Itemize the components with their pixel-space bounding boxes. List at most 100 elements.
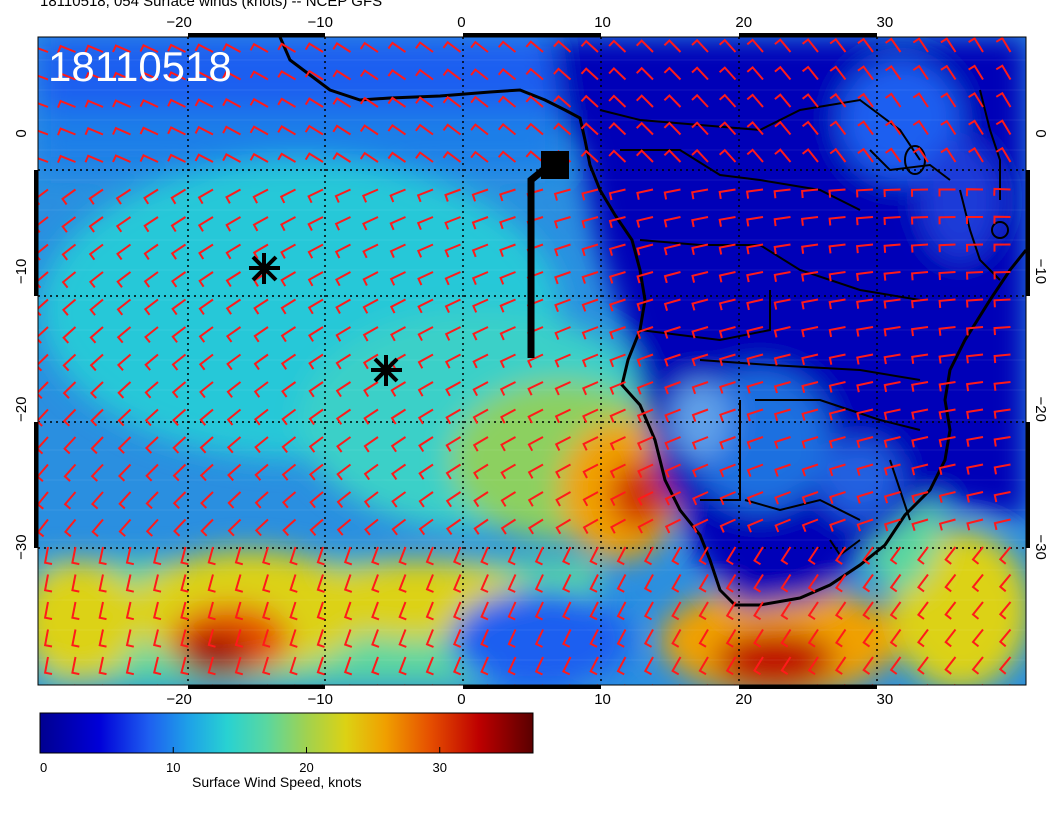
wind-barb [800,216,819,226]
wind-barb [691,188,709,200]
wind-barb [416,188,434,203]
wind-barb [472,326,489,341]
wind-barb [801,188,819,199]
wind-barb [234,574,244,593]
wind-barb [774,518,791,533]
wind-barb [253,353,269,371]
wind-barb [254,518,269,537]
wind-barb [280,353,297,370]
wind-barb [226,436,242,454]
wind-barb [391,463,407,480]
wind-barb [938,518,956,531]
wind-barb [911,491,929,504]
wind-barb [61,298,77,316]
wind-barb [527,463,544,479]
wind-barb [281,381,297,398]
wind-barb [281,436,297,454]
wind-barb [361,188,379,203]
wind-barb [442,68,462,81]
wind-barb [452,629,462,648]
wind-barb [883,381,901,393]
wind-barb [636,243,654,256]
wind-barb [691,326,709,339]
wind-barb [139,98,159,108]
wind-barb [431,684,434,685]
wind-barb [829,65,847,81]
wind-barb [885,65,902,81]
wind-barb [527,381,544,396]
wind-barb [554,436,571,451]
wind-barb [691,436,709,450]
wind-barb [362,298,379,314]
wind-barb [332,69,352,81]
wind-barb [691,121,709,136]
wind-barb [609,491,626,507]
wind-barb [883,463,901,476]
wind-barb [589,574,599,593]
wind-barb [706,683,709,685]
wind-barb [309,518,324,536]
wind-barb [38,381,49,400]
wind-barb [363,463,379,481]
wind-barb [553,216,571,229]
lon-tick-label: −10 [308,691,333,708]
wind-barb [691,381,709,395]
wind-barb [635,121,654,136]
wind-barb [507,546,517,566]
wind-barb [371,546,380,566]
wind-barb [118,518,132,537]
wind-barb [222,125,241,136]
wind-barb [43,574,53,593]
wind-barb [359,96,379,108]
wind-barb [38,463,49,482]
wind-barb [470,123,489,136]
lat-tick-label: −10 [1032,259,1049,284]
wind-barb [389,271,406,286]
wind-barb [371,629,380,648]
wind-barb [801,408,819,421]
wind-barb [500,436,516,452]
wind-barb [390,436,407,453]
wind-barb [773,408,791,422]
wind-barb [856,518,874,532]
wind-barb [828,381,846,393]
wind-barb [856,463,874,476]
wind-barb [780,601,792,621]
lon-tick-label: 30 [877,14,894,31]
wind-barb [139,71,159,81]
wind-barb [580,149,599,163]
wind-barb [507,574,517,593]
wind-barb [773,243,791,255]
wind-barb [499,326,516,341]
wind-barb [307,188,324,204]
wind-barb [889,601,902,620]
wind-barb [774,436,791,449]
wind-barb [883,188,901,198]
wind-barb [89,381,104,399]
wind-barb [445,491,462,508]
wind-barb [194,70,214,81]
wind-barb [828,188,846,198]
wind-barb [144,408,159,427]
wind-barb [679,684,682,685]
wind-barb [780,628,792,648]
wind-barb [254,463,269,481]
wind-barb [635,94,654,108]
wind-barb [829,120,847,136]
lon-tick-label: 0 [457,14,465,31]
colorbar-gradient [39,712,534,754]
wind-barb [144,436,159,454]
wind-barb [62,408,77,427]
wind-barb [746,463,764,477]
wind-barb [445,436,462,452]
wind-barb [38,436,49,455]
wind-barb [581,298,599,312]
wind-barb [167,126,186,136]
wind-barb [774,120,792,136]
wind-barb [637,491,654,506]
wind-barb [444,243,461,258]
wind-barbs [38,37,1012,685]
wind-barb [663,149,682,163]
wind-barb [993,463,1011,475]
wind-barb [801,353,819,366]
